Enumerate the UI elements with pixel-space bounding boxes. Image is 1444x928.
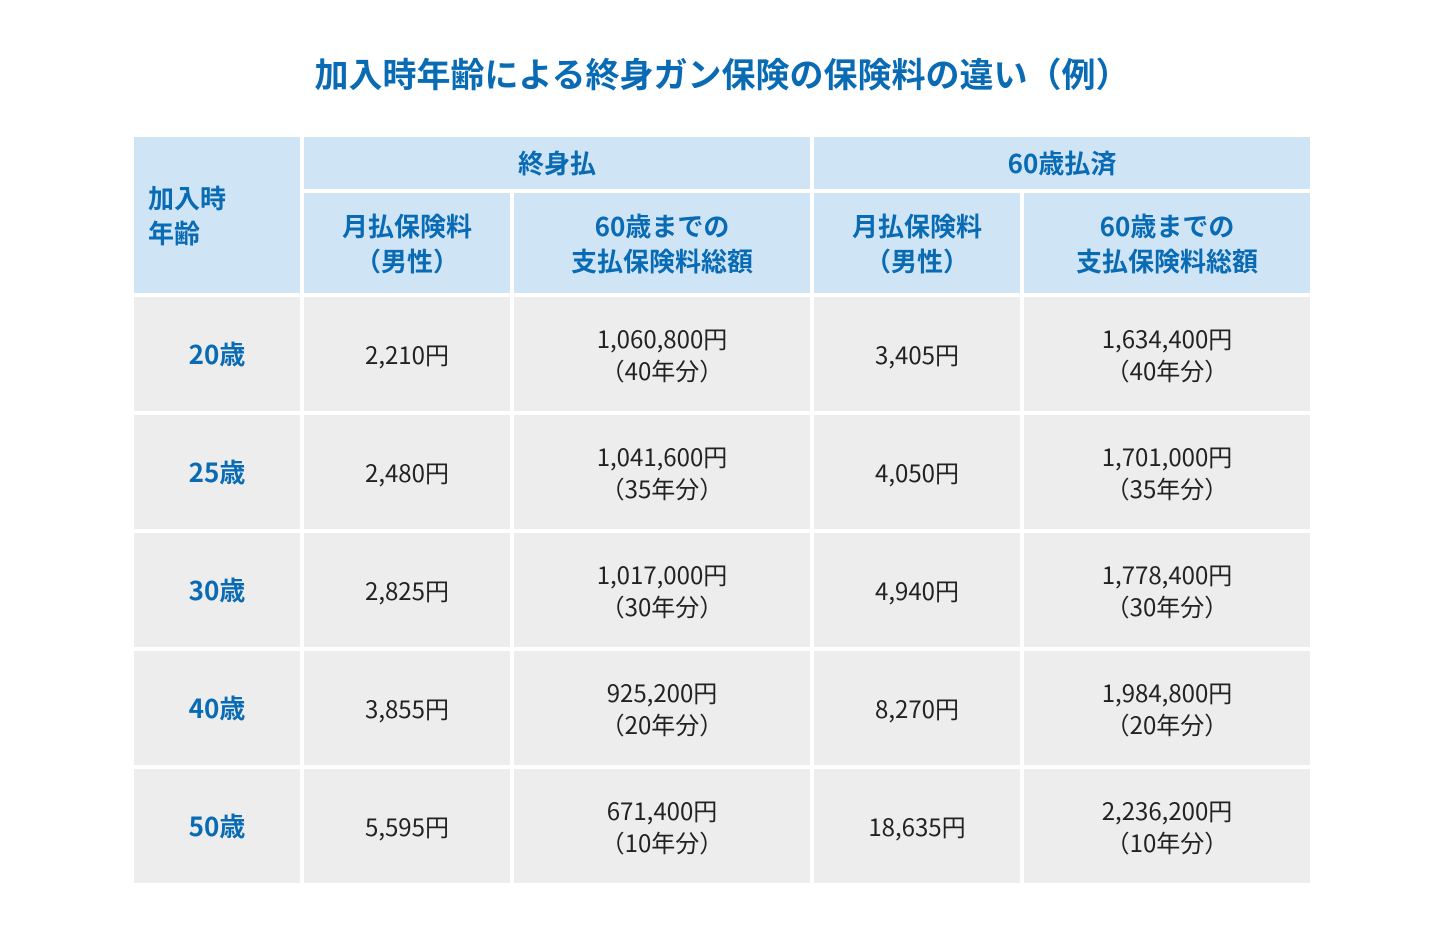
col-header-group-lifetime: 終身払 — [302, 135, 812, 191]
col-subheader-total-a: 60歳までの 支払保険料総額 — [512, 191, 812, 295]
premium-table: 加入時 年齢 終身払 60歳払済 月払保険料 （男性） 60歳までの — [130, 133, 1314, 887]
table-row: 20歳2,210円1,060,800円（40年分）3,405円1,634,400… — [132, 295, 1312, 413]
cell-lifetime-total: 671,400円（10年分） — [512, 767, 812, 885]
sub-total-l1: 60歳までの — [1100, 207, 1235, 244]
table-row: 30歳2,825円1,017,000円（30年分）4,940円1,778,400… — [132, 531, 1312, 649]
cell-lifetime-total-amount: 671,400円 — [607, 792, 718, 827]
table-row: 40歳3,855円925,200円（20年分）8,270円1,984,800円（… — [132, 649, 1312, 767]
sub-monthly-l2: （男性） — [815, 243, 1019, 278]
cell-age60-total: 1,984,800円（20年分） — [1022, 649, 1312, 767]
table-subheader-row: 月払保険料 （男性） 60歳までの 支払保険料総額 月払保険料 （男性） — [132, 191, 1312, 295]
cell-lifetime-monthly: 2,480円 — [302, 413, 512, 531]
cell-age60-total-amount: 2,236,200円 — [1102, 792, 1233, 827]
col-header-group-age60: 60歳払済 — [812, 135, 1312, 191]
table-row: 25歳2,480円1,041,600円（35年分）4,050円1,701,000… — [132, 413, 1312, 531]
cell-lifetime-monthly: 2,825円 — [302, 531, 512, 649]
cell-lifetime-total: 1,017,000円（30年分） — [512, 531, 812, 649]
table-body: 20歳2,210円1,060,800円（40年分）3,405円1,634,400… — [132, 295, 1312, 885]
col-subheader-monthly-a: 月払保険料 （男性） — [302, 191, 512, 295]
cell-age60-total-years: （10年分） — [1025, 826, 1309, 858]
cell-age60-total-amount: 1,984,800円 — [1102, 674, 1233, 709]
page-title: 加入時年齢による終身ガン保険の保険料の違い（例） — [0, 48, 1444, 97]
cell-lifetime-monthly: 5,595円 — [302, 767, 512, 885]
cell-age60-monthly: 18,635円 — [812, 767, 1022, 885]
cell-lifetime-total: 1,041,600円（35年分） — [512, 413, 812, 531]
sub-total-l2: 支払保険料総額 — [1025, 243, 1309, 278]
row-header-age: 40歳 — [132, 649, 302, 767]
cell-age60-total-amount: 1,701,000円 — [1102, 438, 1233, 473]
cell-age60-total: 1,778,400円（30年分） — [1022, 531, 1312, 649]
cell-lifetime-monthly: 2,210円 — [302, 295, 512, 413]
cell-age60-total-years: （30年分） — [1025, 590, 1309, 622]
cell-lifetime-total-amount: 1,041,600円 — [597, 438, 728, 473]
row-header-age: 30歳 — [132, 531, 302, 649]
sub-monthly-l1: 月払保険料 — [342, 207, 472, 244]
cell-lifetime-total: 925,200円（20年分） — [512, 649, 812, 767]
table-row: 50歳5,595円671,400円（10年分）18,635円2,236,200円… — [132, 767, 1312, 885]
cell-lifetime-total-years: （10年分） — [515, 826, 809, 858]
cell-lifetime-total-years: （40年分） — [515, 354, 809, 386]
cell-age60-monthly: 3,405円 — [812, 295, 1022, 413]
sub-monthly-l1: 月払保険料 — [852, 207, 982, 244]
cell-age60-total-amount: 1,778,400円 — [1102, 556, 1233, 591]
col-header-age-l2: 年齢 — [148, 215, 299, 250]
row-header-age: 20歳 — [132, 295, 302, 413]
cell-age60-total: 2,236,200円（10年分） — [1022, 767, 1312, 885]
sub-monthly-l2: （男性） — [305, 243, 509, 278]
cell-lifetime-monthly: 3,855円 — [302, 649, 512, 767]
cell-lifetime-total-amount: 1,060,800円 — [597, 320, 728, 355]
row-header-age: 25歳 — [132, 413, 302, 531]
page: 加入時年齢による終身ガン保険の保険料の違い（例） 加入時 年齢 終身払 60歳払… — [0, 0, 1444, 928]
col-subheader-monthly-b: 月払保険料 （男性） — [812, 191, 1022, 295]
cell-age60-total: 1,701,000円（35年分） — [1022, 413, 1312, 531]
cell-lifetime-total-years: （20年分） — [515, 708, 809, 740]
col-subheader-total-b: 60歳までの 支払保険料総額 — [1022, 191, 1312, 295]
table-header-row: 加入時 年齢 終身払 60歳払済 — [132, 135, 1312, 191]
cell-age60-total: 1,634,400円（40年分） — [1022, 295, 1312, 413]
row-header-age: 50歳 — [132, 767, 302, 885]
cell-lifetime-total-years: （35年分） — [515, 472, 809, 504]
cell-age60-monthly: 4,940円 — [812, 531, 1022, 649]
cell-lifetime-total-amount: 1,017,000円 — [597, 556, 728, 591]
col-header-age: 加入時 年齢 — [132, 135, 302, 295]
cell-lifetime-total: 1,060,800円（40年分） — [512, 295, 812, 413]
cell-age60-monthly: 4,050円 — [812, 413, 1022, 531]
sub-total-l1: 60歳までの — [595, 207, 730, 244]
cell-lifetime-total-years: （30年分） — [515, 590, 809, 622]
cell-age60-monthly: 8,270円 — [812, 649, 1022, 767]
cell-lifetime-total-amount: 925,200円 — [607, 674, 718, 709]
cell-age60-total-years: （40年分） — [1025, 354, 1309, 386]
cell-age60-total-years: （35年分） — [1025, 472, 1309, 504]
sub-total-l2: 支払保険料総額 — [515, 243, 809, 278]
cell-age60-total-years: （20年分） — [1025, 708, 1309, 740]
cell-age60-total-amount: 1,634,400円 — [1102, 320, 1233, 355]
col-header-age-l1: 加入時 — [148, 179, 226, 216]
